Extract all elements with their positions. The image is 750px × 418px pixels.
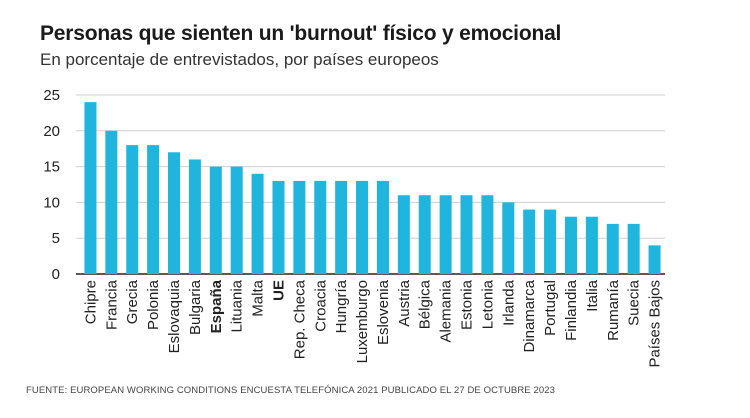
y-tick-label: 15 bbox=[43, 159, 60, 176]
x-category-label: Italia bbox=[584, 279, 601, 311]
x-category-label: Finlandia bbox=[563, 279, 580, 341]
x-category-label: Irlanda bbox=[500, 279, 517, 326]
bar bbox=[147, 145, 160, 274]
bar bbox=[293, 180, 306, 274]
bar bbox=[648, 245, 661, 274]
x-category-label: Grecia bbox=[124, 279, 141, 324]
bar bbox=[460, 195, 473, 274]
bar bbox=[168, 152, 181, 274]
x-category-label: Polonia bbox=[145, 279, 162, 330]
x-category-label: Suecia bbox=[626, 279, 643, 326]
x-category-label: Bulgaria bbox=[187, 279, 204, 335]
bar bbox=[502, 202, 515, 274]
bar bbox=[585, 216, 598, 274]
source-note: FUENTE: EUROPEAN WORKING CONDITIONS ENCU… bbox=[26, 385, 556, 396]
x-category-label: Eslovenia bbox=[375, 279, 392, 345]
x-category-label: Malta bbox=[250, 279, 267, 316]
bar bbox=[481, 195, 494, 274]
chart-title: Personas que sienten un 'burnout' físico… bbox=[40, 22, 562, 45]
y-tick-label: 20 bbox=[43, 123, 60, 140]
bar bbox=[335, 180, 348, 274]
x-category-label: Alemania bbox=[438, 279, 455, 342]
bar bbox=[627, 223, 640, 274]
x-category-label: Rumanía bbox=[605, 279, 622, 341]
x-category-label: Bélgica bbox=[417, 279, 434, 329]
x-category-label: Eslovaquia bbox=[166, 279, 183, 353]
x-category-label: Francia bbox=[103, 279, 120, 330]
x-category-label: Rep. Checa bbox=[291, 279, 308, 359]
bar bbox=[523, 209, 536, 274]
bar bbox=[397, 195, 410, 274]
bar bbox=[105, 130, 118, 274]
bar bbox=[84, 102, 97, 274]
bar bbox=[606, 223, 619, 274]
bar bbox=[376, 180, 389, 274]
y-tick-label: 10 bbox=[43, 194, 60, 211]
x-category-label: Países Bajos bbox=[647, 280, 664, 368]
y-tick-label: 25 bbox=[43, 87, 60, 104]
chart-subtitle: En porcentaje de entrevistados, por país… bbox=[40, 50, 439, 69]
bar bbox=[439, 195, 452, 274]
bar bbox=[418, 195, 431, 274]
bar bbox=[251, 173, 264, 274]
y-tick-label: 0 bbox=[52, 266, 60, 283]
x-category-label: Luxemburgo bbox=[354, 280, 371, 363]
x-category-label: Estonia bbox=[459, 279, 476, 330]
bar bbox=[126, 145, 139, 274]
bar bbox=[356, 180, 369, 274]
x-category-label: Portugal bbox=[542, 280, 559, 336]
x-category-label: Dinamarca bbox=[521, 279, 538, 352]
x-category-label: Hungría bbox=[333, 279, 350, 333]
bar bbox=[314, 180, 327, 274]
bar bbox=[544, 209, 557, 274]
x-category-label: UE bbox=[270, 280, 287, 301]
x-category-label: Chipre bbox=[82, 280, 99, 324]
x-category-label: Austria bbox=[396, 279, 413, 326]
bar bbox=[564, 216, 577, 274]
x-category-label: Letonia bbox=[479, 279, 496, 329]
bar bbox=[272, 180, 285, 274]
y-tick-label: 5 bbox=[52, 230, 60, 247]
x-category-label: Croacia bbox=[312, 279, 329, 331]
bar bbox=[188, 159, 201, 274]
x-category-label: Lituania bbox=[229, 279, 246, 332]
bar bbox=[209, 166, 222, 274]
bar bbox=[230, 166, 243, 274]
x-category-label: España bbox=[208, 279, 225, 333]
